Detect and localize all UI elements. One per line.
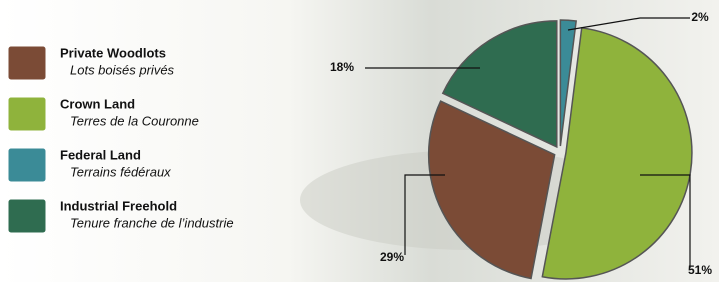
legend-label-french: Lots boisés privés [70,62,175,77]
legend-swatch [8,199,46,233]
legend-swatch [8,148,46,182]
legend-label-french: Terrains fédéraux [70,164,171,179]
legend-label-french: Tenure franche de l’industrie [70,215,234,230]
legend-label: Federal Land [60,147,141,162]
legend-label: Private Woodlots [60,45,166,60]
value-label: 29% [380,250,404,264]
value-label: 18% [330,60,354,74]
legend-swatch [8,46,46,80]
value-label: 51% [688,263,712,277]
value-label: 2% [691,10,709,24]
chart: Private Woodlots Lots boisés privés Crown … [0,0,719,282]
legend-label: Crown Land [60,96,135,111]
legend-label: Industrial Freehold [60,198,177,213]
legend-swatch [8,97,46,131]
legend-label-french: Terres de la Couronne [70,113,199,128]
